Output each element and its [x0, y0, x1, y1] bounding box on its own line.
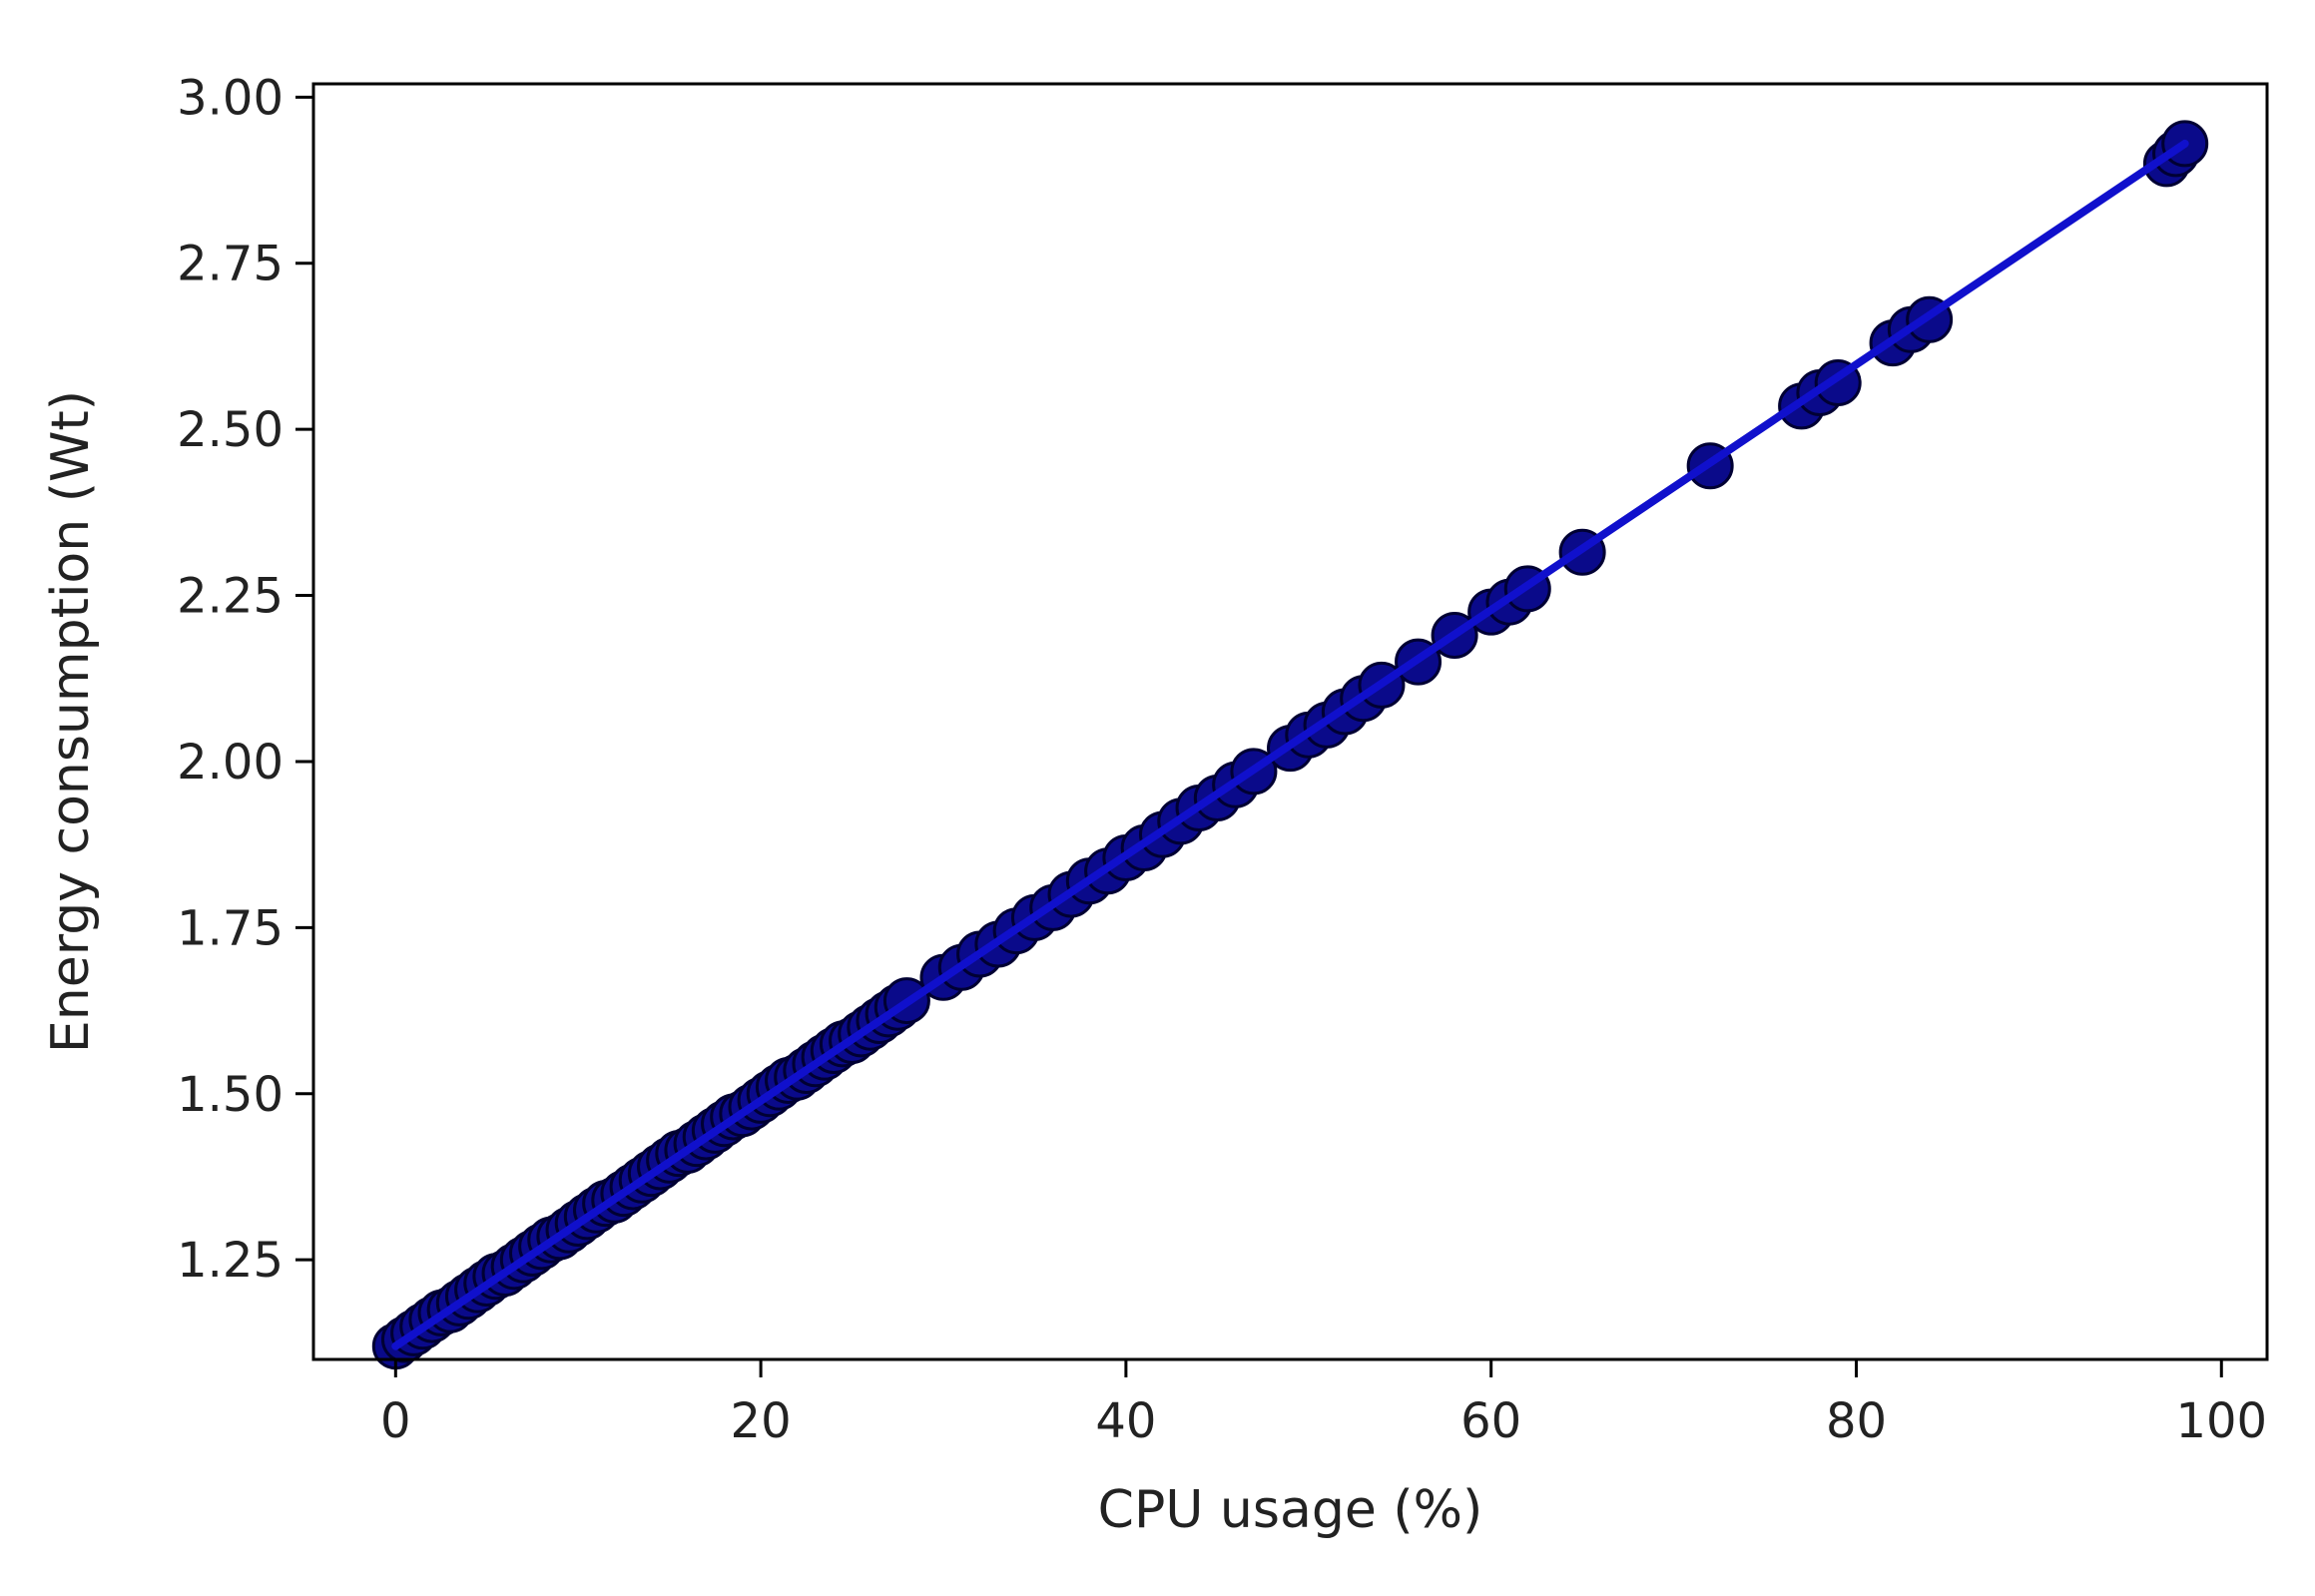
y-tick-label: 2.75	[177, 237, 284, 292]
x-tick-label: 80	[1826, 1393, 1887, 1449]
chart-marks	[371, 120, 2209, 1370]
x-tick-label: 0	[380, 1393, 411, 1449]
y-tick-label: 2.00	[177, 735, 284, 791]
x-axis: 0 20 40 60 80 100	[380, 1359, 2267, 1449]
fit-line	[391, 139, 2189, 1350]
y-axis: 1.25 1.50 1.75 2.00 2.25 2.50 2.75 3.00	[177, 70, 313, 1289]
plot-frame	[311, 82, 2269, 1361]
y-tick-label: 2.50	[177, 402, 284, 458]
y-tick-label: 2.25	[177, 569, 284, 625]
x-tick-label: 100	[2175, 1393, 2267, 1449]
x-tick-label: 40	[1095, 1393, 1156, 1449]
y-tick-label: 1.25	[177, 1233, 284, 1289]
x-tick-label: 20	[731, 1393, 792, 1449]
y-tick-label: 1.75	[177, 900, 284, 956]
x-axis-label: CPU usage (%)	[1098, 1480, 1483, 1540]
x-tick-label: 60	[1460, 1393, 1521, 1449]
y-tick-label: 1.50	[177, 1067, 284, 1123]
y-tick-label: 3.00	[177, 70, 284, 126]
y-axis-label: Energy consumption (Wt)	[41, 390, 101, 1053]
